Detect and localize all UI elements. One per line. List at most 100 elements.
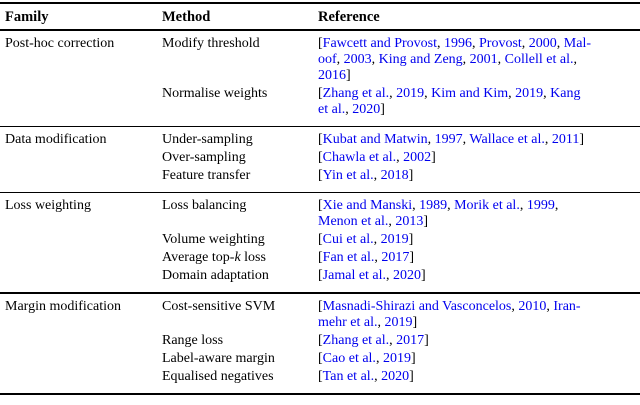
method-cell: Average top-k loss xyxy=(162,250,318,266)
table-body: Post-hoc correction Modify threshold [Fawc… xyxy=(0,31,640,393)
citation-link[interactable]: Fan et al. xyxy=(322,250,375,266)
method-cell: Domain adaptation xyxy=(162,268,318,284)
citation-link[interactable]: 2011 xyxy=(551,131,580,147)
citation-link[interactable]: 1999 xyxy=(526,198,555,214)
citation-link[interactable]: King and Zeng xyxy=(378,51,463,67)
text-segment: Domain adaptation xyxy=(162,268,269,284)
citation-link[interactable]: 1996 xyxy=(444,35,472,51)
text-segment: ] xyxy=(421,268,426,284)
reference-cell: [Tan et al., 2020] xyxy=(318,369,640,385)
text-segment: [ xyxy=(318,131,323,147)
text-segment: , xyxy=(386,268,394,284)
citation-link[interactable]: Tan et al. xyxy=(322,368,375,384)
text-segment: [ xyxy=(318,85,323,101)
citation-link[interactable]: Kang xyxy=(550,85,581,101)
citation-link[interactable]: Zhang et al. xyxy=(322,85,390,101)
citation-link[interactable]: Chawla et al. xyxy=(322,149,397,165)
text-segment: ] xyxy=(410,350,416,366)
method-cell: Under-sampling xyxy=(162,132,318,148)
citation-link[interactable]: oof xyxy=(318,51,337,67)
citation-link[interactable]: Collell et al. xyxy=(504,51,574,67)
citation-link[interactable]: Fawcett and Provost xyxy=(322,35,437,51)
text-segment: , xyxy=(424,85,432,101)
citation-link[interactable]: 2020 xyxy=(381,368,410,384)
text-segment: ] xyxy=(579,131,584,147)
table-row: Feature transfer [Yin et al., 2018] xyxy=(162,168,640,184)
table-row: Equalised negatives [Tan et al., 2020] xyxy=(162,369,640,385)
header-divider-rule xyxy=(0,29,640,31)
text-segment: ] xyxy=(412,314,418,330)
citation-link[interactable]: 1997 xyxy=(434,131,463,147)
citation-link[interactable]: 1989 xyxy=(419,198,448,214)
table-section: Post-hoc correction Modify threshold [Fawc… xyxy=(0,31,640,126)
citation-link[interactable]: 2020 xyxy=(352,101,381,117)
section-divider-rule xyxy=(0,125,640,127)
citation-link[interactable]: 2020 xyxy=(393,268,422,284)
citation-link[interactable]: Zhang et al. xyxy=(322,332,390,348)
text-segment: ] xyxy=(408,232,414,248)
citation-link[interactable]: Wallace et al. xyxy=(469,131,545,147)
citation-link[interactable]: 2010 xyxy=(518,298,547,314)
citation-link[interactable]: 2018 xyxy=(380,167,409,183)
text-segment: Label-aware margin xyxy=(162,350,275,366)
text-segment: , xyxy=(389,332,397,348)
citation-link[interactable]: 2017 xyxy=(381,250,410,266)
table-row: Range loss [Zhang et al., 2017] xyxy=(162,333,640,349)
citation-link[interactable]: Cui et al. xyxy=(322,232,374,248)
citation-link[interactable]: 2002 xyxy=(403,149,432,165)
citation-link[interactable]: Iran- xyxy=(553,298,581,314)
table-row: Loss balancing [Xie and Manski, 1989, Mor… xyxy=(162,198,640,230)
citation-link[interactable]: Cao et al. xyxy=(322,350,376,366)
citation-link[interactable]: Morik et al. xyxy=(454,198,520,214)
text-segment: , xyxy=(554,198,559,214)
citation-link[interactable]: Mal- xyxy=(563,35,592,51)
reference-cell: [Kubat and Matwin, 1997, Wallace et al.,… xyxy=(318,132,640,148)
citation-link[interactable]: 2016 xyxy=(318,67,346,83)
citation-link[interactable]: 2019 xyxy=(396,85,425,101)
text-segment: , xyxy=(497,51,505,67)
citation-link[interactable]: 2019 xyxy=(382,350,411,366)
column-header-method: Method xyxy=(162,9,211,25)
reference-cell: [Cao et al., 2019] xyxy=(318,351,640,367)
table-top-rule xyxy=(0,2,640,4)
table-row: Normalise weights [Zhang et al., 2019, Ki… xyxy=(162,86,640,118)
citation-link[interactable]: 2019 xyxy=(515,85,544,101)
citation-link[interactable]: Provost xyxy=(479,35,522,51)
text-segment: , xyxy=(427,131,435,147)
citation-link[interactable]: Menon et al. xyxy=(318,214,389,230)
citation-link[interactable]: 2019 xyxy=(380,232,409,248)
citation-link[interactable]: mehr et al. xyxy=(318,314,378,330)
text-segment: loss xyxy=(240,250,266,266)
citation-link[interactable]: 2019 xyxy=(384,314,413,330)
method-cell: Volume weighting xyxy=(162,232,318,248)
citation-link[interactable]: Yin et al. xyxy=(322,167,374,183)
citation-link[interactable]: Kubat and Matwin xyxy=(322,131,428,147)
family-cell: Margin modification xyxy=(5,298,121,314)
citation-link[interactable]: et al. xyxy=(318,101,346,117)
text-segment: [ xyxy=(318,232,323,248)
citation-link[interactable]: 2003 xyxy=(343,51,372,67)
text-segment: [ xyxy=(318,250,323,266)
citation-link[interactable]: 2001 xyxy=(469,51,498,67)
citation-link[interactable]: 2000 xyxy=(528,35,557,51)
citation-link[interactable]: Jamal et al. xyxy=(322,268,387,284)
text-segment: [ xyxy=(318,198,323,214)
text-segment: [ xyxy=(318,268,323,284)
methods-citation-table: Family Method Reference Post-hoc correct… xyxy=(0,2,640,395)
method-cell: Loss balancing xyxy=(162,198,318,230)
citation-link[interactable]: 2013 xyxy=(395,214,424,230)
text-segment: , xyxy=(573,51,577,67)
text-segment: , xyxy=(508,85,516,101)
method-cell: Equalised negatives xyxy=(162,369,318,385)
text-segment: , xyxy=(373,167,381,183)
text-segment: Under-sampling xyxy=(162,131,253,147)
citation-link[interactable]: Masnadi-Shirazi and Vasconcelos xyxy=(322,298,512,314)
citation-link[interactable]: 2017 xyxy=(396,332,425,348)
table-row: Domain adaptation [Jamal et al., 2020] xyxy=(162,268,640,284)
text-segment: Over-sampling xyxy=(162,149,246,165)
citation-link[interactable]: Xie and Manski xyxy=(322,198,413,214)
text-segment: [ xyxy=(318,149,323,165)
text-segment: [ xyxy=(318,332,323,348)
method-cell: Feature transfer xyxy=(162,168,318,184)
citation-link[interactable]: Kim and Kim xyxy=(431,85,509,101)
